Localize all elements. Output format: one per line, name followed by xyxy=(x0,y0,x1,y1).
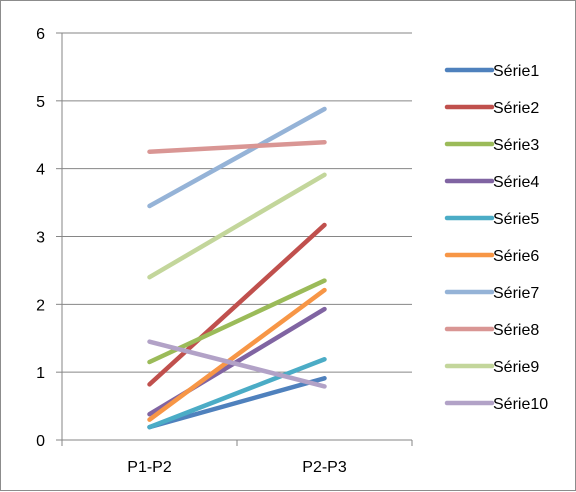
gridlines xyxy=(62,32,412,373)
series-line-9 xyxy=(147,172,327,280)
x-tick-label-1: P2-P3 xyxy=(302,459,347,476)
y-tick-label-1: 1 xyxy=(36,365,45,382)
legend-item-6: Série6 xyxy=(444,248,539,265)
legend-label-1: Série1 xyxy=(493,63,539,80)
series-lines xyxy=(147,106,327,430)
legend-label-8: Série8 xyxy=(493,322,539,339)
legend-label-7: Série7 xyxy=(493,285,539,302)
y-tick-label-2: 2 xyxy=(36,297,45,314)
legend-item-2: Série2 xyxy=(444,100,539,117)
legend-label-5: Série5 xyxy=(493,211,539,228)
legend-label-9: Série9 xyxy=(493,359,539,376)
legend-item-7: Série7 xyxy=(444,285,539,302)
x-tick-label-0: P1-P2 xyxy=(127,459,172,476)
axes: 0 1 2 3 4 5 6 P1-P2 P2-P3 xyxy=(36,26,413,476)
legend: Série1 Série2 Série3 Série4 Série5 Série6 Séri… xyxy=(444,63,548,413)
legend-label-3: Série3 xyxy=(493,137,539,154)
series-line-5 xyxy=(147,357,327,430)
y-tick-label-4: 4 xyxy=(36,162,45,179)
series-line-1 xyxy=(147,376,327,430)
series-line-10 xyxy=(147,339,327,389)
series-line-6 xyxy=(147,287,327,422)
y-tick-label-3: 3 xyxy=(36,230,45,247)
legend-label-6: Série6 xyxy=(493,248,539,265)
legend-label-2: Série2 xyxy=(493,100,539,117)
series-line-7 xyxy=(147,106,327,209)
legend-label-10: Série10 xyxy=(493,396,548,413)
y-tick-label-6: 6 xyxy=(36,26,45,43)
series-line-2 xyxy=(147,222,327,387)
legend-item-4: Série4 xyxy=(444,174,539,191)
legend-item-9: Série9 xyxy=(444,359,539,376)
legend-item-8: Série8 xyxy=(444,322,539,339)
legend-item-10: Série10 xyxy=(444,396,548,413)
series-line-8 xyxy=(147,139,327,154)
y-tick-label-5: 5 xyxy=(36,94,45,111)
y-tick-label-0: 0 xyxy=(36,433,45,450)
legend-item-1: Série1 xyxy=(444,63,539,80)
legend-item-3: Série3 xyxy=(444,137,539,154)
legend-label-4: Série4 xyxy=(493,174,539,191)
legend-item-5: Série5 xyxy=(444,211,539,228)
